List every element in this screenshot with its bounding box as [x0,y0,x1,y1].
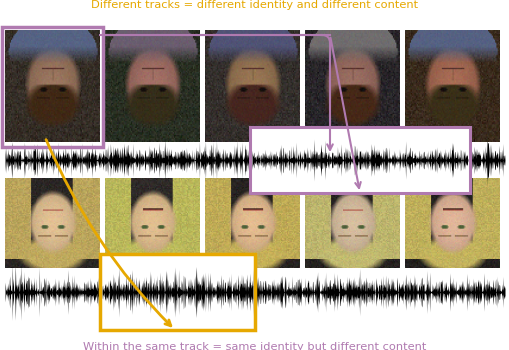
Bar [100,254,254,330]
Bar [249,127,469,193]
Bar [100,254,254,330]
Text: Within the same track = same identity but different content: Within the same track = same identity bu… [83,342,426,350]
Bar [2,27,103,147]
Bar [249,127,469,193]
Text: Different tracks = different identity and different content: Different tracks = different identity an… [91,0,418,10]
